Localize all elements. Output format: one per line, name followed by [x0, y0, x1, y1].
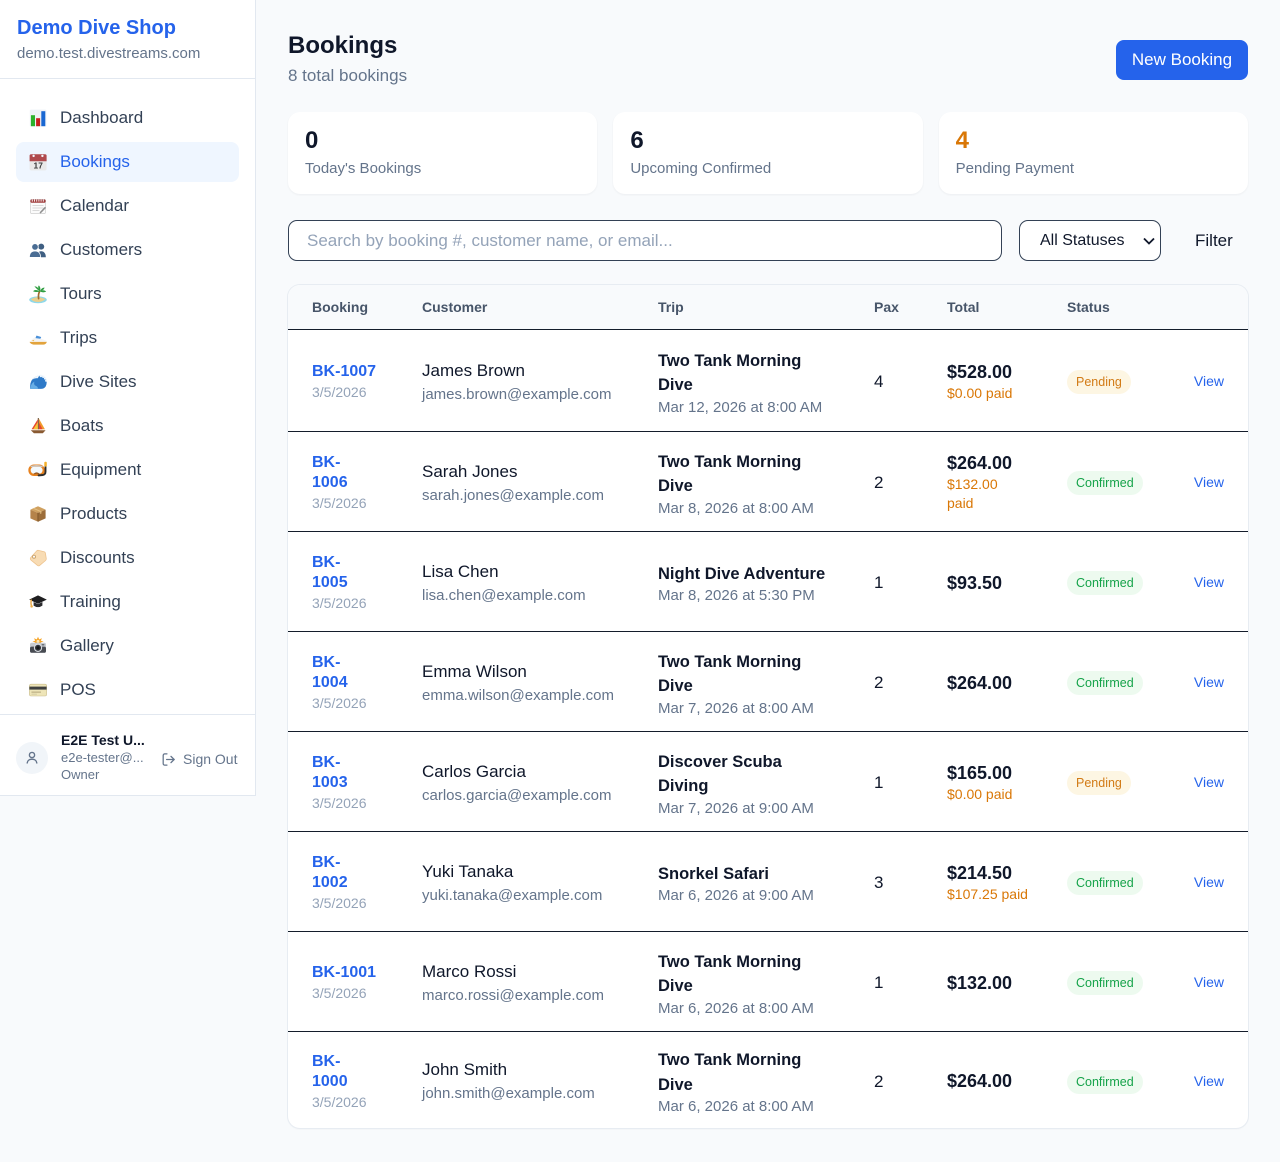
svg-text:17: 17	[34, 160, 44, 170]
